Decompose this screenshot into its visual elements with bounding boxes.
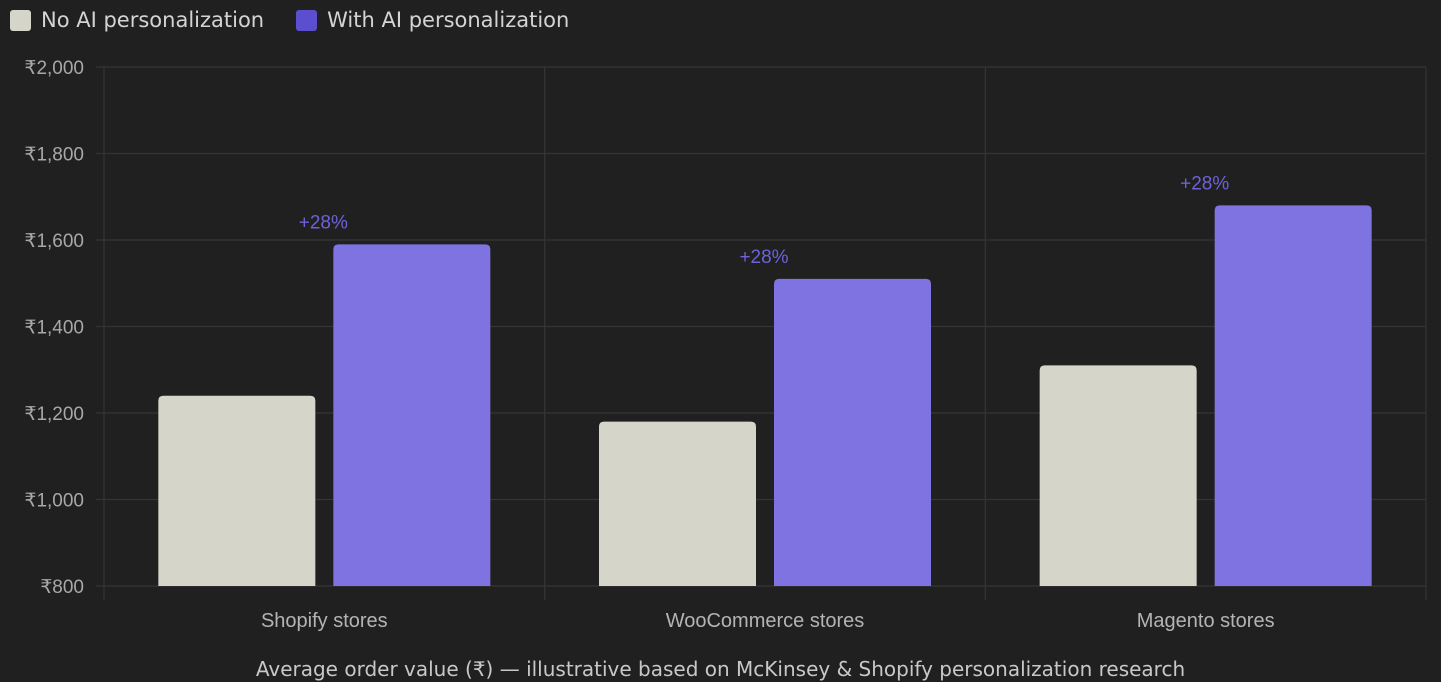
- chart-legend: No AI personalization With AI personaliz…: [10, 4, 569, 36]
- legend-swatch-no-ai: [10, 9, 31, 31]
- x-category-label: WooCommerce stores: [666, 610, 865, 632]
- bar-chart: ₹800 ₹1,000 ₹1,200 ₹1,400 ₹1,600 ₹1,800 ₹2,000…: [24, 58, 1427, 632]
- legend-label-no-ai: No AI personalization: [41, 8, 265, 32]
- y-tick-label: ₹800: [40, 577, 84, 598]
- bar-no-ai: [1039, 365, 1197, 586]
- legend-swatch-with-ai: [296, 9, 318, 31]
- bar-with-ai: [1214, 205, 1372, 586]
- bar-no-ai: [158, 395, 316, 586]
- x-category-label: Shopify stores: [261, 610, 388, 632]
- bar-annotation: +28%: [739, 247, 788, 268]
- legend-item-with-ai[interactable]: With AI personalization: [296, 8, 569, 32]
- bar-with-ai: [333, 244, 491, 586]
- bar-with-ai: [774, 278, 931, 586]
- chart-caption: Average order value (₹) — illustrative b…: [255, 657, 1186, 681]
- y-tick-label: ₹1,200: [24, 404, 84, 425]
- bar-annotation: +28%: [299, 212, 348, 233]
- bar-no-ai: [599, 421, 756, 586]
- legend-label-with-ai: With AI personalization: [327, 8, 570, 32]
- y-tick-label: ₹2,000: [24, 58, 84, 79]
- y-tick-label: ₹1,000: [24, 491, 84, 512]
- y-tick-label: ₹1,800: [24, 145, 84, 166]
- x-category-label: Magento stores: [1137, 610, 1275, 632]
- legend-item-no-ai[interactable]: No AI personalization: [10, 8, 264, 32]
- y-tick-label: ₹1,600: [24, 231, 84, 252]
- y-tick-label: ₹1,400: [24, 318, 84, 339]
- bar-annotation: +28%: [1180, 173, 1229, 194]
